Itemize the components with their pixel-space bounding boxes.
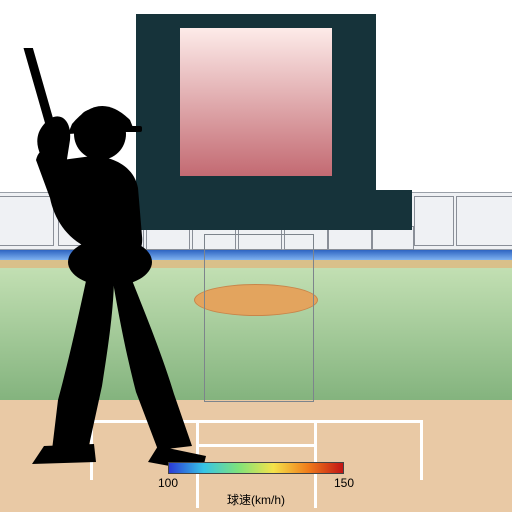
pitch-chart-stage: 100 150 球速(km/h) bbox=[0, 0, 512, 512]
legend-tick-max: 150 bbox=[334, 476, 354, 490]
speed-legend-title: 球速(km/h) bbox=[168, 491, 344, 508]
speed-legend: 100 150 球速(km/h) bbox=[168, 462, 344, 508]
legend-tick-min: 100 bbox=[158, 476, 178, 490]
speed-legend-bar bbox=[168, 462, 344, 474]
batter-silhouette bbox=[0, 48, 212, 488]
speed-legend-ticks: 100 150 bbox=[168, 476, 344, 490]
strike-zone bbox=[204, 234, 314, 402]
